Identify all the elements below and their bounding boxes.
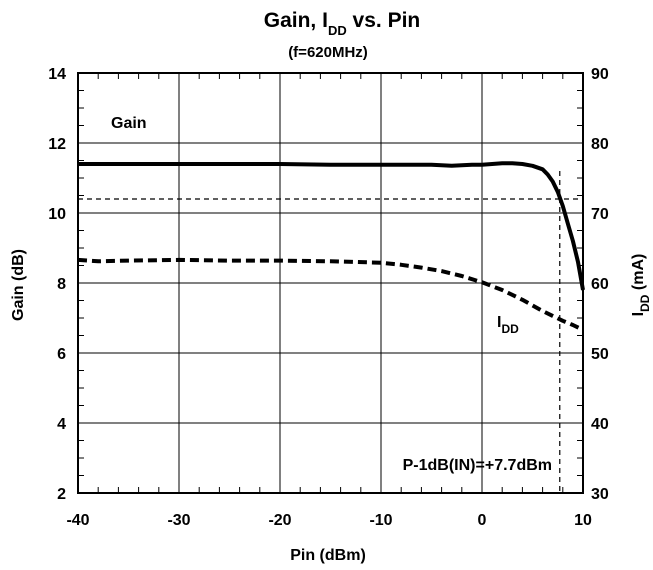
x-tick-label: -40 <box>66 512 89 529</box>
idd-label-sub: DD <box>501 322 519 336</box>
x-axis-label: Pin (dBm) <box>290 547 366 564</box>
y-right-label-main: I <box>630 312 647 316</box>
title-sub: DD <box>328 23 347 38</box>
y-left-tick-label: 6 <box>57 346 66 363</box>
title-rest: vs. Pin <box>347 9 421 32</box>
x-tick-label: 0 <box>478 512 487 529</box>
y-left-tick-label: 12 <box>48 136 66 153</box>
x-tick-label: -30 <box>167 512 190 529</box>
idd-series-line <box>77 257 584 332</box>
gain-series-label: Gain <box>111 115 147 132</box>
idd-label-main: I <box>497 314 501 331</box>
x-tick-label: 10 <box>574 512 592 529</box>
y-left-tick-label: 10 <box>48 206 66 223</box>
y-right-tick-label: 70 <box>591 206 609 223</box>
y-right-tick-label: 90 <box>591 66 609 83</box>
chart-title-text: Gain, IDD vs. Pin <box>264 9 421 38</box>
y-left-tick-label: 4 <box>57 416 66 433</box>
y-right-tick-label: 50 <box>591 346 609 363</box>
grid <box>77 72 584 494</box>
y-right-tick-label: 80 <box>591 136 609 153</box>
gain-series-line <box>78 161 585 291</box>
x-tick-label: -10 <box>369 512 392 529</box>
y-left-tick-label: 2 <box>57 486 66 503</box>
y-right-label-rest: (mA) <box>630 254 647 295</box>
y-right-tick-label: 60 <box>591 276 609 293</box>
y-right-axis-label: IDD (mA) <box>630 254 652 317</box>
y-right-label-sub: DD <box>638 294 652 312</box>
y-right-tick-label: 30 <box>591 486 609 503</box>
chart-subtitle: (f=620MHz) <box>288 44 368 61</box>
y-left-axis-label: Gain (dB) <box>10 249 27 321</box>
reference-lines <box>78 171 583 493</box>
plot-frame <box>77 72 584 494</box>
x-tick-label: -20 <box>268 512 291 529</box>
series-lines <box>77 161 585 332</box>
tick-labels: -40 -30 -20 -10 0 10 2 4 6 8 10 12 14 30 40 50 60 70 80 90 <box>48 66 609 529</box>
y-left-tick-label: 8 <box>57 276 66 293</box>
idd-series-label: IDD <box>497 314 519 336</box>
y-right-tick-label: 40 <box>591 416 609 433</box>
title-main: Gain, I <box>264 9 328 32</box>
y-left-tick-label: 14 <box>48 66 66 83</box>
p1db-annotation: P-1dB(IN)=+7.7dBm <box>403 457 552 474</box>
chart-title: Gain, IDD vs. Pin <box>264 9 421 38</box>
